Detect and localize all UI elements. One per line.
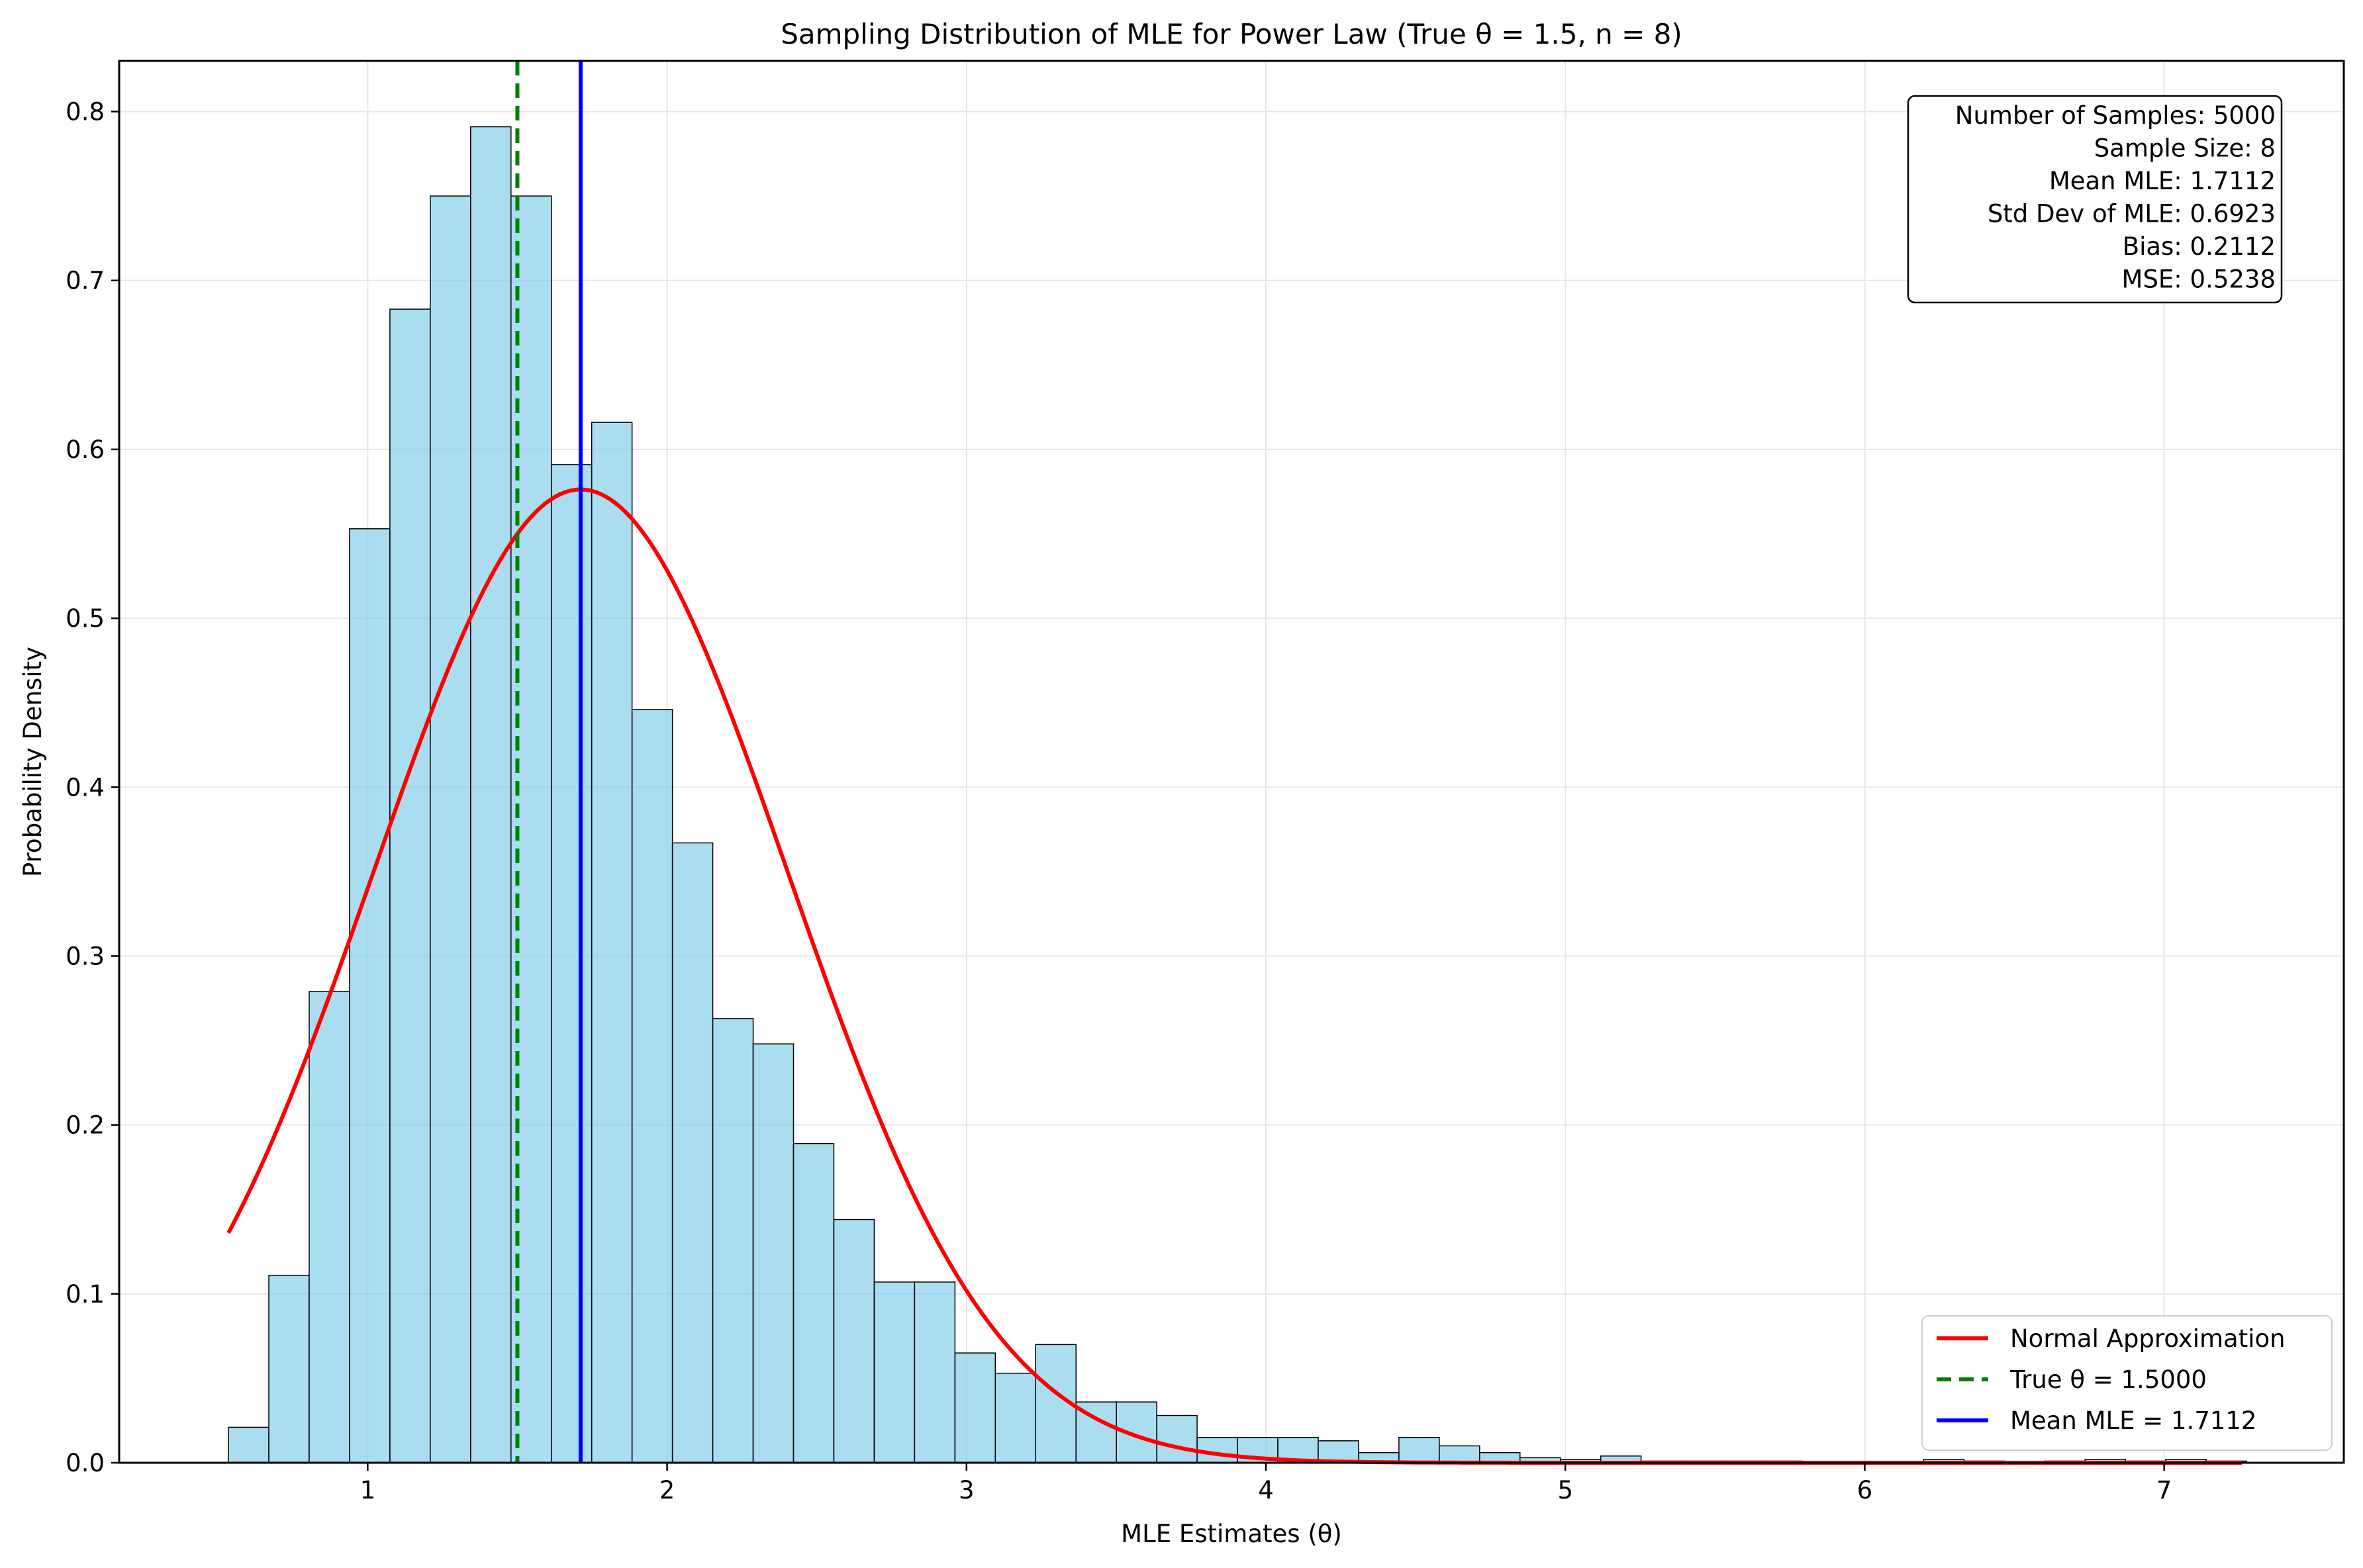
histogram-bar (833, 1219, 875, 1463)
y-tick-label: 0.3 (66, 942, 105, 970)
histogram-bar (954, 1352, 996, 1463)
histogram-bars (228, 126, 2247, 1463)
legend-label: True θ = 1.5000 (2009, 1365, 2207, 1394)
stats-line: Number of Samples: 5000 (1955, 101, 2276, 130)
y-tick-label: 0.7 (66, 267, 105, 295)
stats-line: MSE: 0.5238 (2122, 265, 2276, 294)
stats-line: Std Dev of MLE: 0.6923 (1988, 200, 2276, 228)
histogram-bar (228, 1426, 269, 1463)
histogram-bar (1439, 1445, 1480, 1463)
x-axis-label: MLE Estimates (θ) (1121, 1520, 1342, 1548)
histogram-bar (631, 709, 673, 1463)
histogram-bar (671, 842, 714, 1463)
histogram-bar (1398, 1436, 1440, 1463)
x-tick-label: 3 (959, 1476, 975, 1504)
y-axis-label: Probability Density (19, 647, 47, 877)
x-tick-label: 5 (1557, 1476, 1573, 1504)
axis-ticks: 1 2 3 4 5 6 7 0.0 0.1 0.2 0.3 0.4 0.5 0.6 0.7 0.8 (66, 98, 2172, 1504)
x-tick-label: 1 (360, 1476, 376, 1504)
stats-box-frame (1907, 95, 2283, 304)
histogram-bar (430, 195, 471, 1463)
histogram-bar (873, 1281, 916, 1463)
y-tick-label: 0.4 (66, 773, 105, 802)
y-tick-label: 0.0 (66, 1449, 105, 1477)
stats-box: Number of Samples: 5000 Sample Size: 8 Mea… (1907, 95, 2283, 304)
chart-title: Sampling Distribution of MLE for Power L… (781, 18, 1682, 50)
legend-label: Mean MLE = 1.7112 (2010, 1407, 2256, 1435)
histogram-bar (470, 126, 512, 1463)
histogram-bar (793, 1142, 835, 1463)
legend-frame (1921, 1315, 2333, 1451)
x-tick-label: 2 (659, 1476, 675, 1504)
histogram-bar (994, 1373, 1036, 1463)
histogram-bar (752, 1043, 795, 1463)
histogram-bar (1196, 1436, 1238, 1463)
histogram-bar (914, 1281, 956, 1463)
y-tick-label: 0.8 (66, 98, 105, 126)
y-tick-label: 0.6 (66, 436, 105, 464)
histogram-bar (1318, 1440, 1359, 1463)
y-tick-label: 0.5 (66, 604, 105, 633)
plot-frame (118, 60, 2345, 1464)
histogram-bar (712, 1018, 754, 1463)
x-tick-label: 7 (2156, 1476, 2172, 1504)
histogram-bar (349, 528, 391, 1463)
stats-line: Bias: 0.2112 (2123, 232, 2276, 261)
x-tick-label: 4 (1258, 1476, 1274, 1504)
legend-label: Normal Approximation (2010, 1324, 2286, 1353)
legend: Normal Approximation True θ = 1.5000 Mean … (1921, 1315, 2333, 1451)
stats-line: Sample Size: 8 (2094, 134, 2276, 163)
histogram-bar (550, 464, 593, 1463)
stats-line: Mean MLE: 1.7112 (2049, 167, 2276, 195)
y-tick-label: 0.1 (66, 1280, 105, 1309)
histogram-bar (389, 308, 431, 1463)
histogram-bar (591, 422, 633, 1463)
histogram-bar (1156, 1414, 1198, 1463)
y-tick-label: 0.2 (66, 1111, 105, 1140)
histogram-bar (268, 1274, 310, 1463)
histogram-bar (309, 991, 350, 1463)
x-tick-label: 6 (1857, 1476, 1873, 1504)
